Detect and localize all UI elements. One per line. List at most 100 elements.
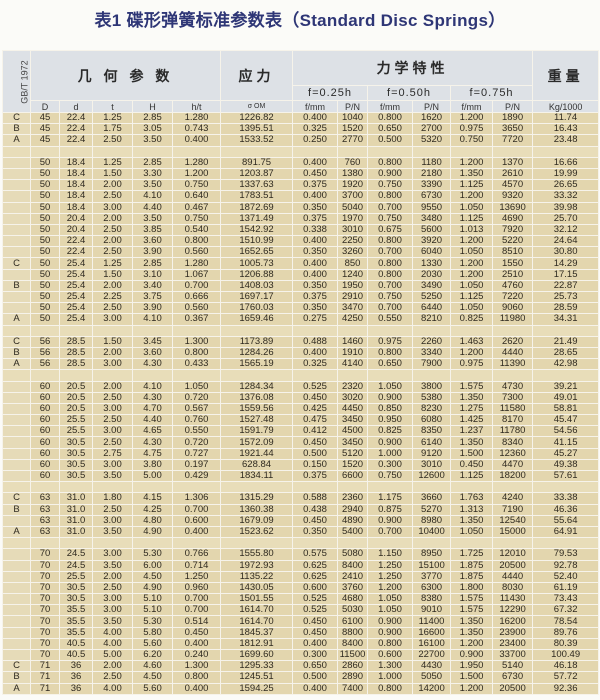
table-cell: 1.25 <box>92 111 133 125</box>
table-cell: 32.12 <box>532 223 600 237</box>
table-cell: 60 <box>30 414 60 427</box>
table-cell: 30.80 <box>532 246 600 259</box>
table-cell: 0.714 <box>171 559 222 572</box>
table-cell: 0.525 <box>292 604 339 617</box>
table-cell: 1.125 <box>450 469 494 483</box>
table-cell: 1614.70 <box>220 604 294 617</box>
table-cell: 1.067 <box>171 268 222 281</box>
table-cell: 7900 <box>412 358 452 371</box>
table-cell <box>132 537 173 550</box>
table-cell: 60 <box>30 425 60 438</box>
table-cell: 0.450 <box>292 514 339 527</box>
table-cell: 0.350 <box>292 246 339 259</box>
table-cell: 55.64 <box>532 514 600 527</box>
table-cell: 3.90 <box>132 302 173 315</box>
table-cell: 1.350 <box>450 167 494 181</box>
table-row: A 71 36 4.00 5.60 0.400 1594.25 0.400 7400 0.800 1… <box>2 682 600 695</box>
table-cell: 3.00 <box>92 402 133 416</box>
table-cell: 3.00 <box>92 313 133 326</box>
table-cell: 2.50 <box>92 223 133 237</box>
grade-cell <box>2 436 31 449</box>
table-cell: 4570 <box>492 179 534 192</box>
table-cell: 2.75 <box>92 447 133 460</box>
table-cell: 6.00 <box>132 559 173 572</box>
table-cell: 0.450 <box>292 167 339 181</box>
table-cell <box>367 324 414 337</box>
table-cell: 16.43 <box>532 123 600 136</box>
table-cell: 1.250 <box>367 570 414 583</box>
table-cell: 1.150 <box>367 548 414 561</box>
table-cell: 26.65 <box>532 179 600 192</box>
grade-cell <box>2 145 31 158</box>
grade-cell <box>2 481 31 494</box>
table-cell: 0.800 <box>367 268 414 281</box>
table-cell <box>492 324 534 337</box>
table-cell: 25.4 <box>59 268 93 281</box>
spacer-row <box>2 324 600 337</box>
table-cell: 46.36 <box>532 503 600 516</box>
table-cell: 3480 <box>412 212 452 225</box>
table-cell: 0.720 <box>171 391 222 404</box>
table-cell: 30.5 <box>59 458 93 472</box>
table-cell: 79.53 <box>532 548 600 561</box>
table-cell <box>220 537 294 550</box>
table-cell: 40.5 <box>59 648 93 662</box>
table-cell: 0.400 <box>171 637 222 651</box>
table-cell: 45 <box>30 111 60 125</box>
table-cell: 1408.03 <box>220 279 294 293</box>
table-cell: 18.4 <box>59 156 93 169</box>
table-cell: 25.4 <box>59 313 93 326</box>
table-cell: 2.85 <box>132 257 173 270</box>
table-cell: 1.200 <box>171 167 222 181</box>
table-cell: 4.00 <box>92 637 133 651</box>
table-cell: 71 <box>30 682 60 695</box>
table-cell: 1.75 <box>92 123 133 136</box>
table-cell <box>492 145 534 158</box>
table-cell: 0.766 <box>171 548 222 561</box>
table-cell: 3.00 <box>92 548 133 561</box>
table-cell: 11430 <box>492 593 534 606</box>
table-row: 60 25.5 2.50 4.40 0.760 1527.48 0.475 3450 0.950… <box>2 414 600 427</box>
table-cell: 50 <box>30 156 60 169</box>
table-cell: 760 <box>337 156 369 169</box>
table-cell: 3020 <box>337 391 369 404</box>
table-cell: 12600 <box>412 469 452 483</box>
table-cell: 3010 <box>412 458 452 472</box>
table-cell: 80.39 <box>532 637 600 651</box>
column-header: h/t <box>171 100 222 113</box>
table-cell: 22.4 <box>59 111 93 125</box>
table-cell: 0.250 <box>292 134 339 147</box>
spacer-row <box>2 369 600 382</box>
table-cell: 2.50 <box>92 302 133 315</box>
table-cell: 0.650 <box>367 358 414 371</box>
table-cell: 30.5 <box>59 447 93 460</box>
grade-cell <box>2 458 31 472</box>
table-cell: 1527.48 <box>220 414 294 427</box>
table-cell: 1.050 <box>450 302 494 315</box>
table-cell: 3760 <box>337 581 369 595</box>
table-cell: 49.38 <box>532 458 600 472</box>
table-row: 50 18.4 1.25 2.85 1.280 891.75 0.400 760 0.800 11… <box>2 156 600 169</box>
table-cell: 25.4 <box>59 290 93 304</box>
table-cell: 60 <box>30 391 60 404</box>
table-cell: 5.60 <box>132 682 173 695</box>
table-cell: 1.50 <box>92 268 133 281</box>
table-cell: 2.50 <box>92 190 133 203</box>
table-cell: 1.950 <box>450 660 494 673</box>
table-cell: 70 <box>30 604 60 617</box>
table-cell: 3.30 <box>132 167 173 181</box>
table-cell: 49.01 <box>532 391 600 404</box>
table-cell: 2410 <box>337 570 369 583</box>
table-cell: 100.49 <box>532 648 600 662</box>
table-cell: 39.21 <box>532 380 600 393</box>
table-cell <box>92 481 133 494</box>
table-cell: 0.950 <box>367 414 414 427</box>
table-cell: 8400 <box>337 559 369 572</box>
table-cell: 1652.65 <box>220 246 294 259</box>
table-cell: 5050 <box>412 671 452 684</box>
grade-cell <box>2 369 31 382</box>
table-cell: 0.540 <box>171 223 222 237</box>
table-cell: 0.700 <box>171 593 222 606</box>
table-cell: 1.575 <box>450 593 494 606</box>
table-cell: 1.300 <box>171 660 222 673</box>
